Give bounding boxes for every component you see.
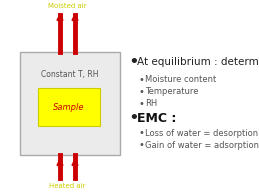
- Text: •: •: [128, 109, 139, 127]
- Text: Moisture content: Moisture content: [145, 75, 216, 85]
- Text: •: •: [138, 99, 144, 109]
- Text: •: •: [138, 87, 144, 97]
- Bar: [38, 88, 100, 126]
- Text: Moisted air: Moisted air: [48, 3, 86, 9]
- Text: RH: RH: [145, 100, 157, 108]
- Text: Temperature: Temperature: [145, 87, 198, 96]
- Text: •: •: [138, 75, 144, 85]
- Text: Loss of water = desorption: Loss of water = desorption: [145, 128, 258, 138]
- Text: EMC :: EMC :: [137, 112, 176, 125]
- Text: Gain of water = adsorption: Gain of water = adsorption: [145, 140, 259, 150]
- Bar: [20, 52, 120, 155]
- Text: Constant T, RH: Constant T, RH: [41, 69, 99, 79]
- Text: Heated air: Heated air: [49, 183, 85, 189]
- Text: •: •: [128, 53, 139, 71]
- Text: •: •: [138, 140, 144, 150]
- Text: Sample: Sample: [53, 102, 85, 112]
- Text: At equilibrium : determine: At equilibrium : determine: [137, 57, 259, 67]
- Text: •: •: [138, 128, 144, 138]
